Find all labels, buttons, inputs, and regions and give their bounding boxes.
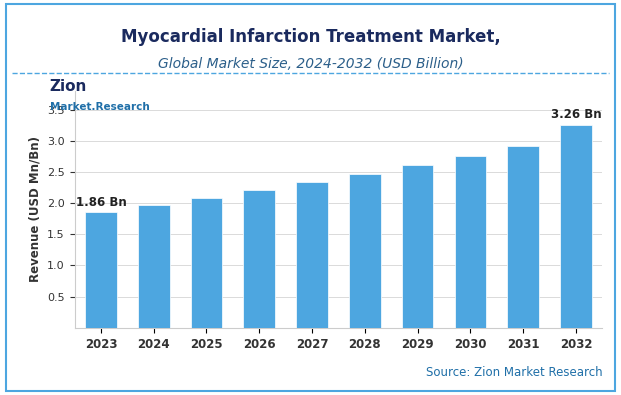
Bar xyxy=(85,212,117,328)
Text: Myocardial Infarction Treatment Market,: Myocardial Infarction Treatment Market, xyxy=(120,28,501,46)
Text: CAGR : 5.80%: CAGR : 5.80% xyxy=(76,367,178,380)
Bar xyxy=(138,205,170,328)
Bar xyxy=(402,165,433,328)
Bar xyxy=(349,174,381,328)
Text: Market.Research: Market.Research xyxy=(50,102,150,112)
Bar xyxy=(296,182,328,328)
Bar xyxy=(560,124,592,328)
Bar xyxy=(191,198,222,328)
Y-axis label: Revenue (USD Mn/Bn): Revenue (USD Mn/Bn) xyxy=(29,136,42,282)
Text: 1.86 Bn: 1.86 Bn xyxy=(76,196,126,209)
Text: Zion: Zion xyxy=(50,79,87,94)
Bar xyxy=(243,190,275,328)
Text: Source: Zion Market Research: Source: Zion Market Research xyxy=(426,366,602,379)
Bar xyxy=(507,146,539,328)
Bar xyxy=(455,156,486,328)
Text: 3.26 Bn: 3.26 Bn xyxy=(551,108,601,121)
Text: Global Market Size, 2024-2032 (USD Billion): Global Market Size, 2024-2032 (USD Billi… xyxy=(158,57,463,71)
